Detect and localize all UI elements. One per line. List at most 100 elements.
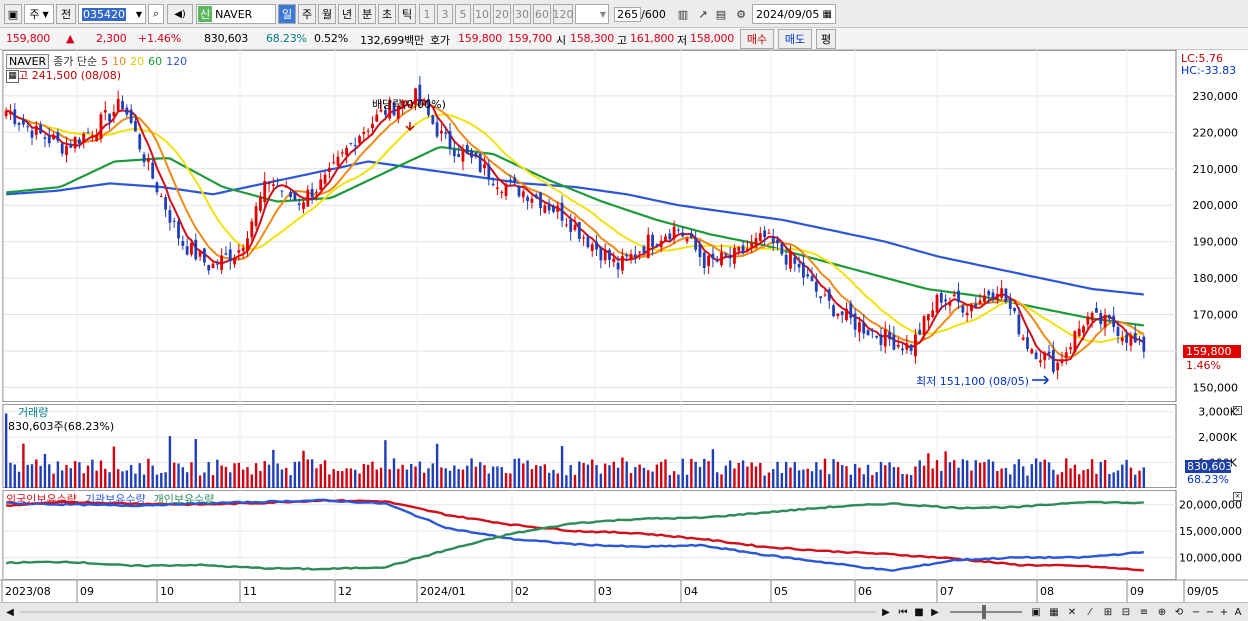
period-month-tab[interactable]: 월	[318, 4, 336, 24]
volume-bar	[621, 457, 624, 488]
stock-name-label[interactable]: NAVER	[6, 53, 50, 69]
buy-button[interactable]: 매수	[740, 29, 774, 49]
candle-body	[819, 296, 823, 299]
period-week-tab[interactable]: 주	[298, 4, 316, 24]
volume-bar	[772, 469, 775, 488]
volume-bar	[728, 460, 732, 488]
volume-bar	[263, 461, 266, 488]
volume-bar	[358, 473, 361, 488]
period-tick-tab[interactable]: 틱	[398, 4, 416, 24]
window-layout-icon[interactable]: ▣	[4, 4, 22, 24]
volume-bar	[668, 475, 672, 488]
stock-code-input[interactable]: 035420 ▼	[78, 4, 146, 24]
volume-bar	[978, 462, 982, 488]
interval-5-button[interactable]: 5	[455, 4, 471, 24]
zoom-slider-thumb[interactable]	[982, 605, 986, 619]
candle-body	[810, 276, 814, 282]
volume-bar	[1108, 474, 1111, 488]
interval-1-button[interactable]: 1	[419, 4, 435, 24]
candle-body	[952, 294, 956, 297]
chart-type-icon[interactable]: ▥	[677, 7, 689, 21]
grid-icon[interactable]: ▦	[1049, 606, 1059, 618]
line-icon[interactable]: ⁄	[1089, 606, 1091, 618]
interval-select[interactable]: ▼	[575, 4, 609, 24]
volume-bar	[500, 467, 503, 488]
sell-button[interactable]: 매도	[778, 29, 812, 49]
candle-body	[582, 237, 586, 239]
date-input[interactable]: 2024/09/05 ▦	[752, 4, 836, 24]
zoom-slider[interactable]	[950, 611, 1022, 613]
period-type-select[interactable]: 주 ▼	[24, 4, 54, 24]
candle-body	[1073, 331, 1077, 352]
stock-name-field[interactable]: 신 NAVER	[196, 4, 276, 24]
chart-area[interactable]: 230,000 220,000 210,000 200,000 190,000 180,0…	[0, 50, 1248, 602]
ask-label: 호가	[430, 34, 450, 47]
play-icon[interactable]: ▶	[931, 606, 939, 618]
candle-body	[47, 135, 51, 144]
period-day-tab[interactable]: 일	[278, 4, 296, 24]
interval-10-button[interactable]: 10	[473, 4, 491, 24]
interval-30-button[interactable]: 30	[513, 4, 531, 24]
list-icon[interactable]: ≡	[1139, 606, 1149, 618]
institution-holding-label: 기관보유수량	[84, 493, 146, 506]
ma-label: 종가 단순	[53, 55, 98, 68]
volume-bar	[117, 469, 120, 488]
quote-bar: 159,800 ▲ 2,300 +1.46% 830,603 68.23% 0.…	[0, 28, 1248, 50]
high-label: 고	[617, 34, 627, 47]
compare-icon[interactable]: ⊟	[1121, 606, 1131, 618]
volume-bar	[190, 462, 193, 488]
candle-body	[427, 99, 430, 116]
volume-bar	[26, 464, 29, 488]
rewind-icon[interactable]: ⏮	[898, 606, 908, 618]
scroll-left-arrow[interactable]: ◀	[6, 606, 14, 618]
stock-chart[interactable]: 230,000 220,000 210,000 200,000 190,000 180,0…	[0, 50, 1248, 602]
volume-bar	[703, 458, 706, 488]
interval-120-button[interactable]: 120	[553, 4, 574, 24]
volume-bar	[750, 462, 753, 488]
candle-body	[521, 191, 525, 198]
draw-line-icon[interactable]: ↗	[698, 7, 708, 21]
candle-body	[1107, 315, 1111, 319]
candle-body	[702, 252, 706, 268]
table-icon[interactable]: ▦	[6, 70, 19, 83]
minus-icon[interactable]: −	[1191, 606, 1201, 618]
period-minute-tab[interactable]: 분	[358, 4, 376, 24]
settings-icon[interactable]: ⊕	[1157, 606, 1167, 618]
candle-body	[431, 115, 435, 124]
cross-icon[interactable]: ✕	[1067, 606, 1077, 618]
candle-body	[991, 292, 995, 298]
interval-3-button[interactable]: 3	[437, 4, 453, 24]
volume-bar	[1056, 474, 1059, 488]
interval-60-button[interactable]: 60	[533, 4, 551, 24]
volume-bar	[522, 463, 525, 488]
scroll-right-arrow[interactable]: ▶	[882, 606, 890, 618]
horizontal-scrollbar[interactable]	[20, 611, 876, 613]
period-year-tab[interactable]: 년	[338, 4, 356, 24]
sound-toggle[interactable]: ◀)	[167, 4, 193, 24]
search-icon[interactable]: ⌕	[148, 4, 164, 24]
prev-button[interactable]: 전	[56, 4, 76, 24]
zoom-in-icon[interactable]: +	[1219, 606, 1229, 618]
candle-body	[103, 109, 107, 113]
period-second-tab[interactable]: 초	[378, 4, 396, 24]
gear-icon[interactable]: ⚙	[736, 7, 746, 21]
average-button[interactable]: 평	[816, 29, 836, 49]
close-icon[interactable]: ×	[1233, 406, 1242, 415]
auto-scale-icon[interactable]: A	[1234, 606, 1242, 618]
volume-bar	[207, 462, 210, 488]
stop-icon[interactable]: ■	[914, 606, 924, 618]
zoom-out-icon[interactable]: −	[1205, 606, 1215, 618]
close-icon[interactable]: ×	[1233, 492, 1242, 501]
volume-bar	[776, 461, 779, 488]
candle-body	[1034, 352, 1038, 359]
save-icon[interactable]: ▤	[715, 7, 727, 21]
calendar-icon[interactable]: ▦	[822, 8, 832, 20]
scale-icon[interactable]: ⊞	[1103, 606, 1113, 618]
screenshot-icon[interactable]: ▣	[1031, 606, 1041, 618]
interval-20-button[interactable]: 20	[493, 4, 511, 24]
count-input[interactable]: 265	[614, 6, 642, 22]
reset-icon[interactable]: ⟲	[1174, 606, 1184, 618]
candle-body	[793, 257, 797, 264]
volume-bar	[1121, 464, 1124, 488]
candle-body	[1026, 337, 1029, 349]
